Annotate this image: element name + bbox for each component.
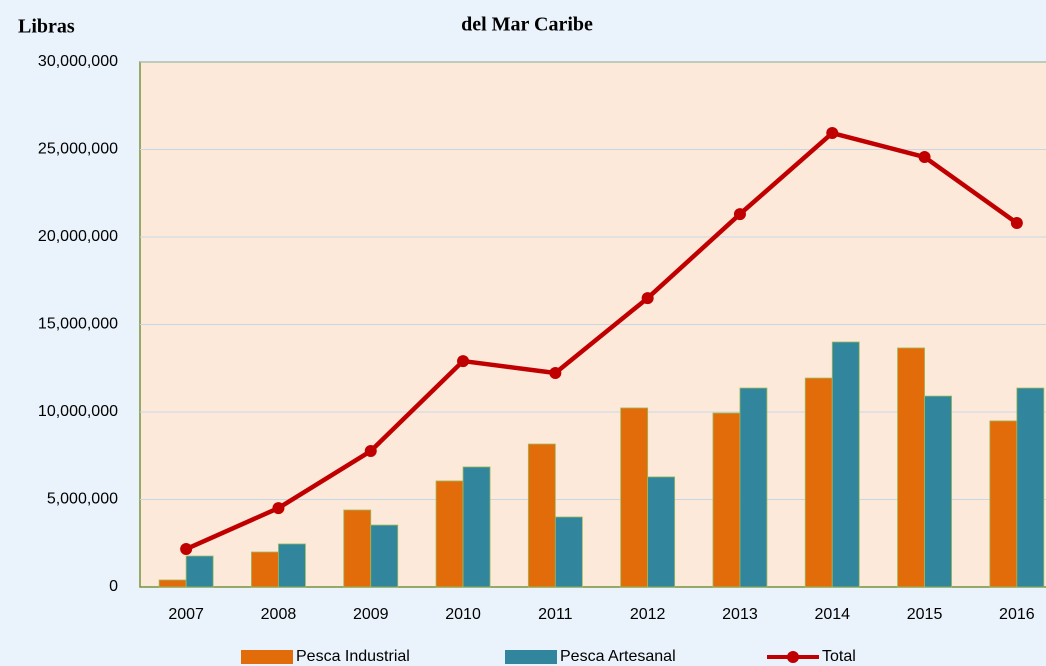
legend-swatch [241, 650, 293, 664]
y-tick-label: 30,000,000 [38, 53, 118, 70]
line [185, 130, 1019, 552]
bar [712, 412, 741, 588]
legend-label: Pesca Artesanal [560, 648, 676, 665]
line-marker [457, 355, 470, 368]
line-marker [364, 445, 377, 458]
line-marker [180, 543, 193, 556]
chart-title: del Mar Caribe [461, 14, 593, 36]
bar [185, 555, 214, 588]
bar [343, 509, 372, 588]
x-tick-label: 2010 [445, 606, 481, 623]
x-tick-label: 2012 [630, 606, 666, 623]
line-marker [1010, 217, 1023, 229]
legend-swatch [505, 650, 557, 664]
y-tick-label: 15,000,000 [38, 316, 118, 333]
x-tick-label: 2016 [999, 606, 1035, 623]
y-tick-label: 25,000,000 [38, 141, 118, 158]
bar [527, 443, 556, 588]
legend-label: Pesca Industrial [296, 648, 410, 665]
bar [647, 476, 676, 588]
x-tick-label: 2009 [353, 606, 389, 623]
bar [831, 341, 860, 588]
line-marker [918, 151, 931, 164]
legend-swatch [787, 651, 799, 663]
bar [989, 420, 1018, 588]
bar [251, 551, 279, 588]
bar [804, 377, 833, 588]
x-tick-label: 2008 [261, 606, 297, 623]
bar [739, 387, 768, 588]
line-marker [733, 208, 746, 221]
line-marker [272, 502, 285, 515]
line-marker [641, 292, 654, 305]
legend-label: Total [822, 648, 856, 665]
y-tick-label: 20,000,000 [38, 228, 118, 245]
bar [620, 407, 649, 588]
bar [924, 395, 952, 588]
x-tick-label: 2015 [907, 606, 943, 623]
x-tick-label: 2007 [168, 606, 204, 623]
x-tick-label: 2011 [538, 606, 573, 623]
y-tick-label: 0 [109, 578, 118, 595]
y-axis-label: Libras [18, 16, 75, 38]
bar [158, 579, 187, 588]
bar [897, 347, 925, 588]
line-marker [826, 127, 839, 140]
bar [435, 480, 464, 588]
x-tick-label: 2013 [722, 606, 758, 623]
y-tick-label: 5,000,000 [47, 491, 118, 508]
bar [554, 516, 583, 588]
y-tick-label: 10,000,000 [38, 403, 118, 420]
bar [1016, 387, 1045, 588]
bar [462, 466, 491, 588]
line-marker [549, 366, 562, 379]
x-tick-label: 2014 [814, 606, 850, 623]
bar [278, 543, 306, 588]
bar [370, 524, 399, 588]
